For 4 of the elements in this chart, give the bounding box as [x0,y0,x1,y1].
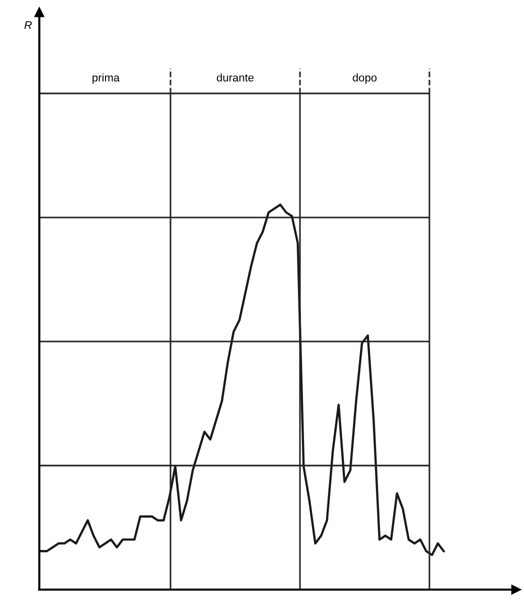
text: R [24,21,32,29]
text: prima [92,73,120,84]
text: dopo [352,73,377,84]
text: durante [216,73,254,82]
